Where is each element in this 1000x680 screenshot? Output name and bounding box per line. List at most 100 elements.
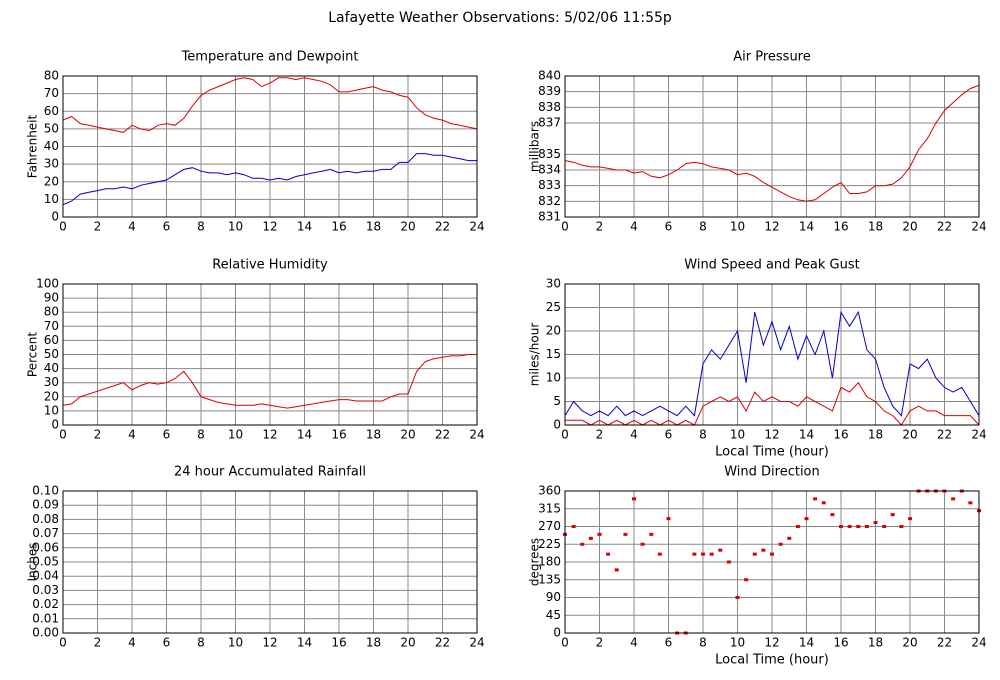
y-tick-label: 0 [553,418,561,432]
data-point [908,517,912,521]
x-tick-label: 16 [331,636,346,650]
data-point [778,542,783,546]
y-tick-label: 0.00 [32,626,59,640]
data-point [726,560,731,564]
y-tick-label: 0.06 [32,540,59,554]
x-tick-label: 0 [561,428,569,442]
x-tick-label: 16 [833,636,848,650]
y-axis-label: degrees [528,538,542,586]
x-tick-label: 2 [596,220,604,234]
x-tick-label: 16 [833,428,848,442]
data-point [795,525,800,528]
x-tick-label: 20 [400,220,415,234]
data-point [597,532,602,536]
x-tick-label: 18 [366,636,381,650]
data-point [821,501,826,505]
y-tick-label: 100 [36,277,59,291]
y-tick-label: 20 [44,389,59,403]
x-tick-label: 2 [94,428,102,442]
x-tick-label: 14 [799,220,814,234]
data-line [62,77,478,133]
data-point [813,497,818,501]
x-tick-label: 22 [435,220,450,234]
x-tick-label: 4 [128,636,136,650]
x-tick-label: 18 [366,428,381,442]
plot-frame [62,75,478,218]
y-tick-label: 80 [44,69,59,83]
chart-title: Relative Humidity [212,258,328,273]
x-tick-label: 4 [630,428,638,442]
x-tick-label: 22 [435,428,450,442]
chart-title: Air Pressure [733,50,811,65]
x-tick-label: 6 [163,428,171,442]
x-tick-label: 22 [937,220,952,234]
x-tick-label: 8 [699,220,707,234]
plot-frame [564,283,980,426]
y-tick-label: 0.02 [32,597,59,611]
y-tick-label: 80 [44,305,59,319]
x-tick-label: 8 [699,636,707,650]
data-point [709,552,714,556]
x-tick-label: 12 [764,636,779,650]
y-tick-label: 225 [538,537,561,551]
data-point [744,578,749,582]
y-tick-label: 0 [51,418,59,432]
x-tick-label: 24 [469,636,484,650]
x-tick-label: 20 [902,220,917,234]
x-tick-label: 20 [902,636,917,650]
y-tick-label: 90 [546,590,561,604]
x-tick-label: 6 [665,636,673,650]
data-point [666,517,671,521]
y-tick-label: 837 [538,116,561,130]
x-tick-label: 12 [764,220,779,234]
y-tick-label: 40 [44,139,59,153]
x-tick-label: 16 [833,220,848,234]
plot-frame [62,283,478,426]
y-tick-label: 0.08 [32,512,59,526]
x-tick-label: 0 [561,220,569,234]
plot-frame [564,75,980,218]
y-tick-label: 45 [546,608,561,622]
x-tick-label: 8 [197,428,205,442]
data-point [614,568,619,572]
y-tick-label: 20 [546,324,561,338]
y-tick-label: 90 [44,291,59,305]
y-tick-label: 60 [44,333,59,347]
data-point [692,552,697,556]
y-tick-label: 315 [538,501,561,515]
data-point [580,542,585,546]
x-tick-label: 4 [128,428,136,442]
x-tick-label: 10 [228,428,243,442]
chart-title: 24 hour Accumulated Rainfall [174,465,366,480]
x-tick-label: 2 [596,636,604,650]
x-tick-label: 0 [59,636,67,650]
x-tick-label: 14 [799,428,814,442]
data-point [657,552,662,556]
data-point [890,513,895,517]
y-tick-label: 833 [538,178,561,192]
y-axis-label: Inches [26,543,40,582]
data-point [752,552,757,556]
x-tick-label: 0 [59,428,67,442]
data-point [588,536,593,540]
x-tick-label: 6 [163,220,171,234]
data-point [882,525,887,528]
x-tick-label: 22 [937,636,952,650]
x-tick-label: 18 [366,220,381,234]
data-point [735,596,740,599]
y-tick-label: 50 [44,121,59,135]
data-line [565,381,980,426]
y-tick-label: 15 [546,347,561,361]
x-tick-label: 0 [561,636,569,650]
y-tick-label: 70 [44,86,59,100]
x-tick-label: 2 [596,428,604,442]
y-tick-label: 0.07 [32,526,59,540]
data-point [968,501,973,505]
x-tick-label: 24 [469,220,484,234]
data-point [623,532,628,536]
x-tick-label: 16 [331,428,346,442]
y-tick-label: 30 [44,157,59,171]
y-axis-label: miles/hour [528,323,542,387]
x-tick-label: 10 [730,428,745,442]
y-tick-label: 30 [546,277,561,291]
